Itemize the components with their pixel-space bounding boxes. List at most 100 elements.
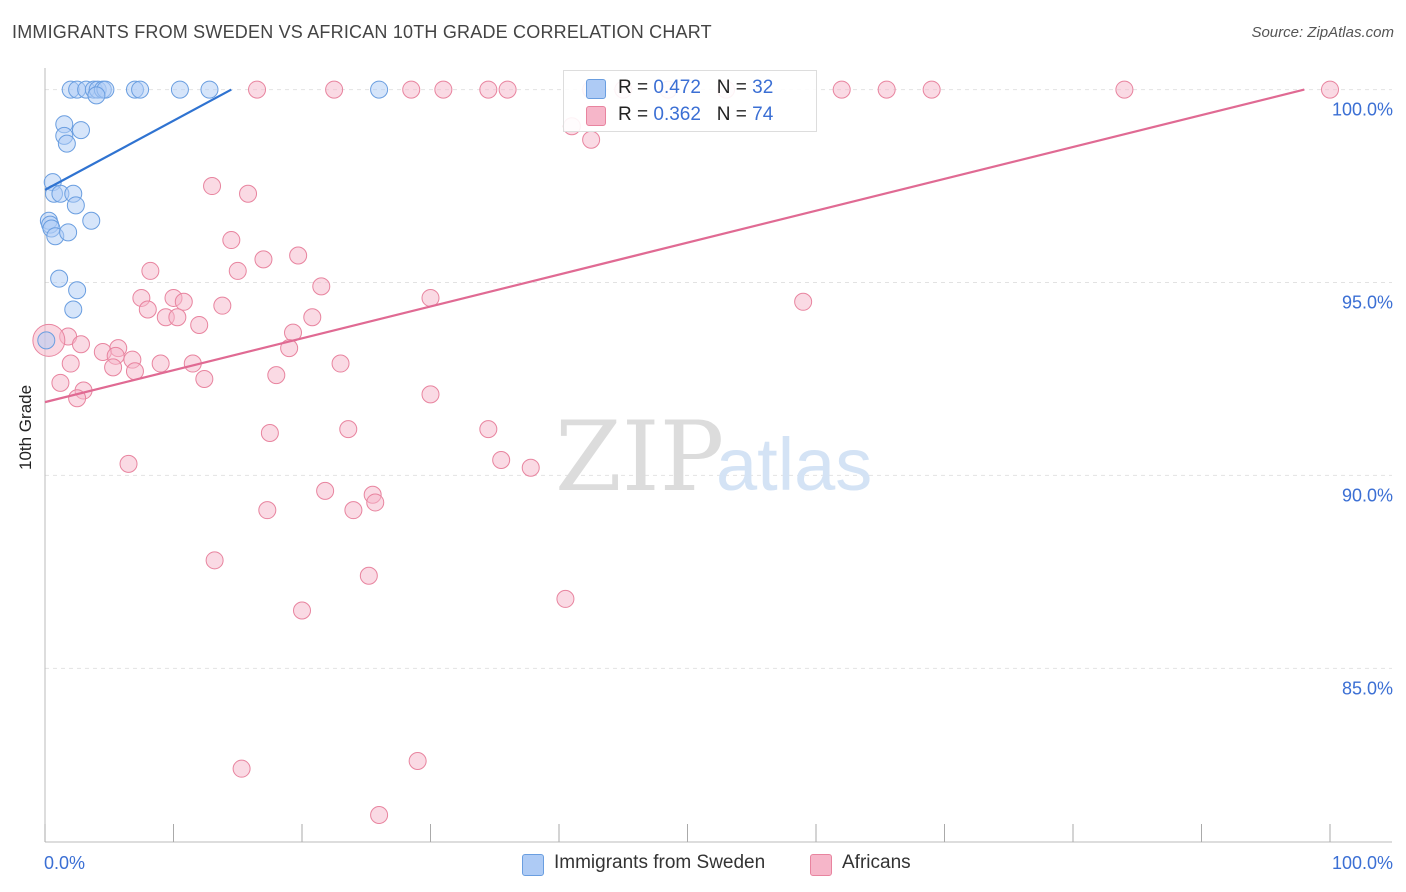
data-point xyxy=(203,177,222,196)
data-point xyxy=(213,296,232,315)
data-point xyxy=(82,211,101,230)
n-label: N = xyxy=(716,77,753,98)
data-point xyxy=(51,373,70,392)
series-sweden xyxy=(37,80,389,350)
data-point xyxy=(254,250,273,269)
data-point xyxy=(64,300,83,319)
data-point xyxy=(293,601,311,620)
data-point xyxy=(260,423,279,442)
axes xyxy=(44,68,1392,843)
y-tick-label: 90.0% xyxy=(1342,485,1393,505)
data-point xyxy=(1115,80,1134,99)
data-point xyxy=(325,80,344,99)
data-point xyxy=(312,277,331,296)
watermark-atlas: atlas xyxy=(716,423,872,506)
data-point xyxy=(370,80,389,99)
r-label: R = xyxy=(618,104,654,125)
africans-swatch xyxy=(586,106,606,126)
data-point xyxy=(61,354,80,373)
data-point xyxy=(87,86,106,105)
data-point xyxy=(331,354,350,373)
n-label: N = xyxy=(716,104,753,125)
series-africans xyxy=(32,80,1339,824)
sweden-legend-swatch xyxy=(522,854,544,876)
watermark-zip: ZIP xyxy=(555,401,724,513)
data-point xyxy=(138,300,157,319)
data-point xyxy=(239,184,258,203)
y-tick-label: 95.0% xyxy=(1342,293,1393,313)
data-point xyxy=(200,80,219,99)
data-point xyxy=(479,420,498,439)
legend-label-sweden: Immigrants from Sweden xyxy=(554,852,766,873)
series-legend: Immigrants from Sweden Africans xyxy=(0,852,1406,878)
n-value: 74 xyxy=(752,104,774,125)
data-point xyxy=(434,80,453,99)
data-point xyxy=(59,223,78,242)
data-point xyxy=(37,331,56,350)
data-point xyxy=(421,385,440,404)
data-point xyxy=(71,335,90,354)
data-point xyxy=(521,458,540,477)
r-label: R = xyxy=(618,77,654,98)
africans-legend-swatch xyxy=(810,854,832,876)
data-point xyxy=(195,369,214,388)
r-value: 0.472 xyxy=(653,77,701,98)
y-tick-label: 85.0% xyxy=(1342,678,1393,698)
y-tick-label: 100.0% xyxy=(1332,100,1393,120)
watermark: ZIP atlas xyxy=(555,401,872,513)
data-point xyxy=(359,566,378,585)
trend-line-pink xyxy=(44,88,1305,404)
x-tick-label-min: 0.0% xyxy=(44,853,85,873)
grid-lines xyxy=(45,89,1392,669)
data-point xyxy=(402,80,421,99)
data-point xyxy=(280,339,299,358)
data-point xyxy=(104,358,123,377)
legend-label-africans: Africans xyxy=(842,852,911,873)
data-point xyxy=(119,454,138,473)
data-point xyxy=(248,80,267,99)
source-label: Source: ZipAtlas.com xyxy=(1251,24,1394,41)
data-point xyxy=(370,805,389,824)
data-point xyxy=(339,420,358,439)
data-point xyxy=(168,308,187,327)
data-point xyxy=(170,80,189,99)
r-value: 0.362 xyxy=(653,104,701,125)
data-point xyxy=(228,261,247,280)
data-point xyxy=(66,196,85,215)
data-point xyxy=(556,589,575,608)
data-point xyxy=(174,292,193,311)
data-point xyxy=(794,292,813,311)
data-point xyxy=(498,80,517,99)
x-tick-label-max: 100.0% xyxy=(1332,853,1393,873)
n-value: 32 xyxy=(752,77,774,98)
trend-lines xyxy=(44,88,1305,404)
data-point xyxy=(68,281,87,300)
data-point xyxy=(877,80,896,99)
data-point xyxy=(71,121,90,140)
sweden-swatch xyxy=(586,79,606,99)
data-point xyxy=(344,501,363,520)
data-point xyxy=(190,315,209,334)
data-point xyxy=(303,308,322,327)
data-point xyxy=(205,551,224,570)
data-point xyxy=(258,501,277,520)
data-point xyxy=(408,751,427,770)
data-point xyxy=(131,80,150,99)
data-point xyxy=(479,80,498,99)
data-point xyxy=(57,134,76,153)
chart-title: IMMIGRANTS FROM SWEDEN VS AFRICAN 10TH G… xyxy=(12,22,712,42)
trend-line-blue xyxy=(44,88,232,191)
data-point xyxy=(1321,80,1339,99)
data-point xyxy=(922,80,941,99)
data-point xyxy=(316,481,335,500)
data-point xyxy=(366,493,385,512)
data-point xyxy=(151,354,170,373)
data-point xyxy=(141,261,160,280)
data-point xyxy=(232,759,251,778)
data-point xyxy=(582,130,601,149)
data-point xyxy=(222,231,241,250)
data-point xyxy=(267,366,286,385)
data-point xyxy=(289,246,308,265)
data-point xyxy=(492,451,511,469)
data-point xyxy=(50,269,69,288)
